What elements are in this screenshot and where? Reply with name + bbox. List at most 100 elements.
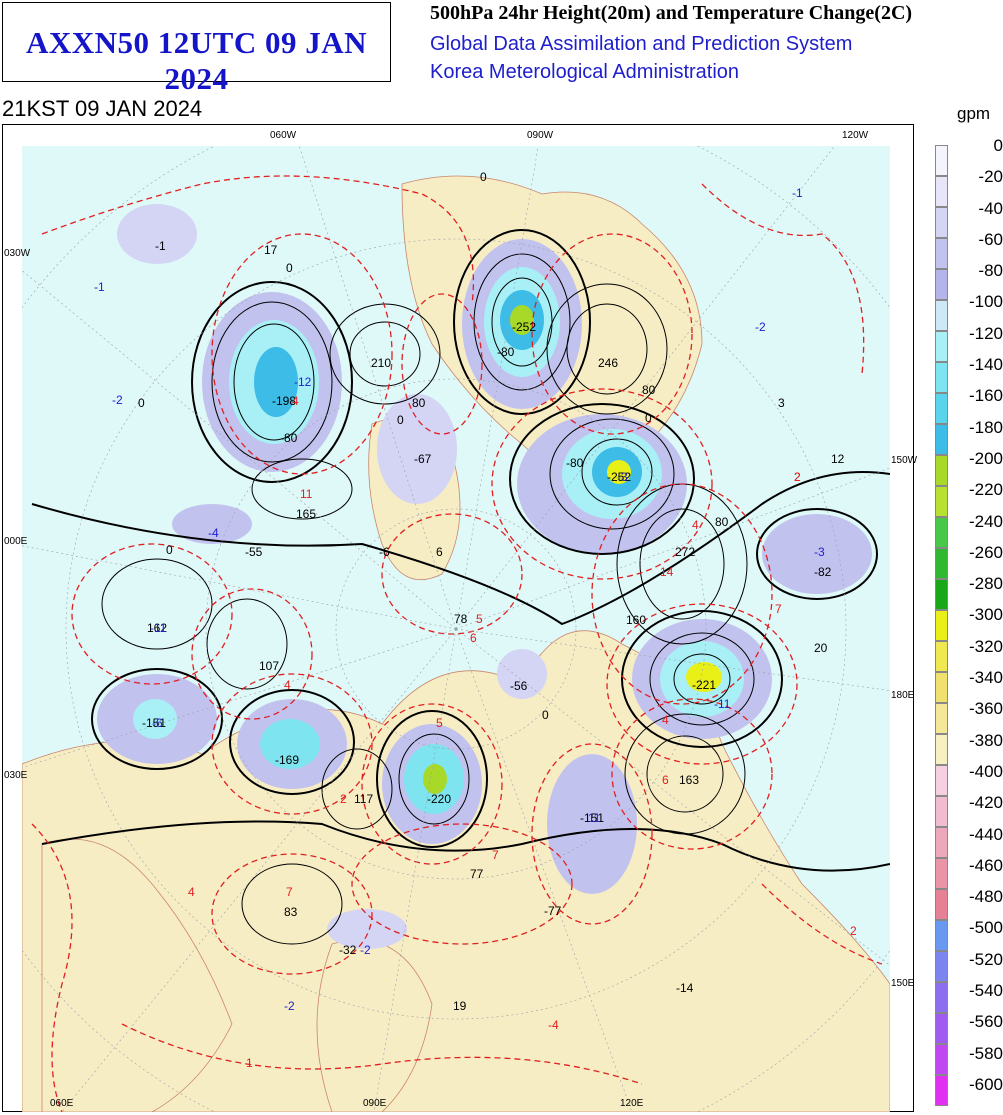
legend-swatch <box>935 238 948 269</box>
legend-level-label: -460 <box>968 855 1003 875</box>
legend-swatch <box>935 517 948 548</box>
legend-level-label: -560 <box>968 1012 1003 1032</box>
height-label: -151 <box>580 811 604 825</box>
agency-name: Korea Meterological Administration <box>430 61 740 83</box>
legend-swatch <box>935 982 948 1013</box>
height-label: -32 <box>339 943 357 957</box>
legend-swatch <box>935 579 948 610</box>
height-label: -198 <box>272 394 296 408</box>
legend-level-label: -360 <box>968 699 1003 719</box>
legend-swatch <box>935 455 948 486</box>
temp-label: -12 <box>294 375 312 389</box>
temp-label: 2 <box>850 924 857 938</box>
legend-swatch <box>935 734 948 765</box>
height-label: 117 <box>354 792 373 806</box>
axis-label-left: 000E <box>4 536 28 547</box>
legend-swatch <box>935 331 948 362</box>
height-label: -6 <box>379 545 390 559</box>
legend-unit: gpm <box>957 104 991 123</box>
temp-label: 2 <box>794 470 801 484</box>
height-label: 78 <box>454 612 468 626</box>
temp-label: -4 <box>208 526 219 540</box>
legend-swatch <box>935 703 948 734</box>
axis-label-right: 180E <box>891 690 915 701</box>
legend-swatch <box>935 796 948 827</box>
chart-title: 500hPa 24hr Height(20m) and Temperature … <box>430 2 913 24</box>
temp-label: -2 <box>284 999 295 1013</box>
height-label: 160 <box>626 613 646 627</box>
legend-level-label: 0 <box>993 136 1003 155</box>
temp-label: -4 <box>548 1018 559 1032</box>
temp-label: 5 <box>436 716 443 730</box>
temp-label: -3 <box>617 470 628 484</box>
temp-label: 2 <box>340 792 347 806</box>
legend-level-label: -40 <box>978 198 1003 218</box>
legend-level-label: -160 <box>968 386 1003 406</box>
temp-label: -11 <box>150 621 167 635</box>
legend-swatch <box>935 858 948 889</box>
temp-label: 1 <box>246 1056 253 1070</box>
legend-swatch <box>935 1044 948 1075</box>
legend-level-label: -320 <box>968 636 1003 656</box>
height-label: -80 <box>497 345 515 359</box>
axis-label-top: 120W <box>842 130 869 141</box>
height-label: 20 <box>814 641 828 655</box>
legend-swatch <box>935 1013 948 1044</box>
height-label: -80 <box>280 431 298 445</box>
legend-swatch <box>935 1075 948 1106</box>
legend-level-label: -520 <box>968 949 1003 969</box>
height-label: 162 <box>147 621 167 635</box>
graticule <box>22 146 890 1112</box>
temp-label: -2 <box>360 943 371 957</box>
temp-label: 11 <box>300 487 313 501</box>
temperature-change-contours <box>31 175 883 1112</box>
temp-label: 7 <box>775 602 782 616</box>
temp-label: -11 <box>714 697 731 711</box>
legend-level-label: -420 <box>968 793 1003 813</box>
temp-label: 12 <box>831 452 845 466</box>
legend-swatch <box>935 362 948 393</box>
temp-label: 4 <box>284 678 291 692</box>
legend-swatch <box>935 889 948 920</box>
height-label: 0 <box>138 396 145 410</box>
legend-level-label: -120 <box>968 323 1003 343</box>
temp-label: 4 <box>292 394 299 408</box>
height-label: -252 <box>607 470 631 484</box>
legend-level-label: -340 <box>968 668 1003 688</box>
height-label: 210 <box>371 356 391 370</box>
height-label: 0 <box>542 708 549 722</box>
height-label: 0 <box>480 170 487 184</box>
temp-label: -6 <box>152 716 163 730</box>
axis-label-bottom: 120E <box>620 1098 644 1109</box>
legend-level-label: -180 <box>968 417 1003 437</box>
legend-swatch <box>935 176 948 207</box>
legend-level-label: -60 <box>978 229 1003 249</box>
height-label: -80 <box>566 456 584 470</box>
height-change-labels: -1 17 -198 210 -252 246 -80 -80 80 80 -6… <box>138 170 832 1013</box>
height-label: -14 <box>676 981 694 995</box>
height-label: 80 <box>412 396 426 410</box>
height-label: -1 <box>155 239 166 253</box>
height-label: 0 <box>645 411 652 425</box>
legend-level-label: -440 <box>968 824 1003 844</box>
legend-level-label: -600 <box>968 1074 1003 1094</box>
height-label: 80 <box>715 515 729 529</box>
height-label: 107 <box>259 659 279 673</box>
axis-label-top: 090W <box>527 130 554 141</box>
height-label: 272 <box>675 545 695 559</box>
temp-label: 7 <box>286 885 293 899</box>
temp-label: 4 <box>662 713 669 727</box>
height-label: -151 <box>142 716 166 730</box>
temp-label: -3 <box>814 545 825 559</box>
temp-label: 2 <box>794 470 801 484</box>
height-label: 83 <box>284 905 298 919</box>
temp-label: 11 <box>588 811 601 825</box>
legend-swatch <box>935 300 948 331</box>
legend-level-label: -300 <box>968 605 1003 625</box>
axis-label-right: 150E <box>891 978 915 989</box>
height-label: -220 <box>427 792 451 806</box>
product-title: AXXN50 12UTC 09 JAN 2024 <box>25 25 368 96</box>
height-label: 0 <box>166 543 173 557</box>
land-india <box>316 939 433 1112</box>
temp-label: -2 <box>112 393 123 407</box>
